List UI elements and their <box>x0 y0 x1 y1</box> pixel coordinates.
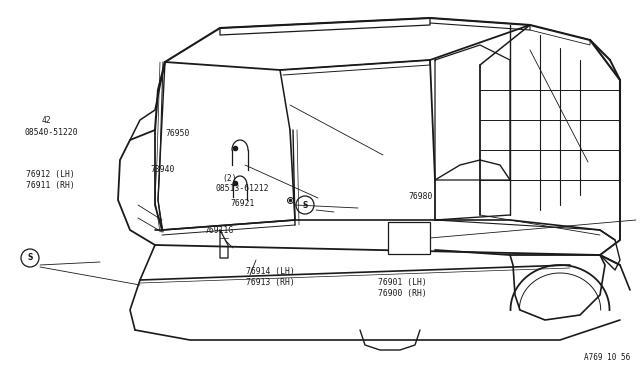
Text: A769 10 56: A769 10 56 <box>584 353 630 362</box>
FancyBboxPatch shape <box>388 222 430 254</box>
Text: 76950: 76950 <box>165 129 189 138</box>
Text: 08540-51220: 08540-51220 <box>24 128 78 137</box>
Text: 42: 42 <box>42 116 51 125</box>
Text: 73940: 73940 <box>150 165 175 174</box>
Text: 76901 (LH): 76901 (LH) <box>378 278 426 287</box>
Text: 76913 (RH): 76913 (RH) <box>246 278 295 287</box>
Text: 08513-61212: 08513-61212 <box>215 185 269 193</box>
Text: 76914 (LH): 76914 (LH) <box>246 267 295 276</box>
Text: 76921: 76921 <box>230 199 255 208</box>
Text: (2): (2) <box>223 174 237 183</box>
Text: 76911G: 76911G <box>205 226 234 235</box>
Text: 76911 (RH): 76911 (RH) <box>26 181 74 190</box>
Text: 76900 (RH): 76900 (RH) <box>378 289 426 298</box>
Text: S: S <box>302 201 308 209</box>
Text: 76980: 76980 <box>408 192 433 201</box>
Text: S: S <box>28 253 33 263</box>
Text: 76912 (LH): 76912 (LH) <box>26 170 74 179</box>
